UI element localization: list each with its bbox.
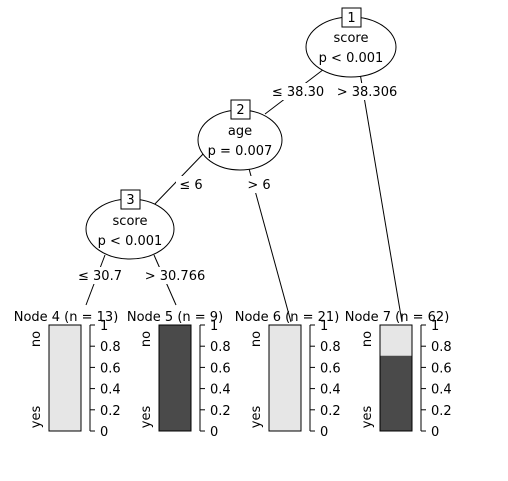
split-label-3-left: ≤ 30.7 — [78, 269, 122, 284]
terminal-node-title: Node 4 (n = 13) — [14, 310, 119, 325]
terminal-nodes: 1 0.8 0.6 0.4 0.2 0 no yes 1 0.8 0.6 0.4 0.2 0 no yes 1 0… — [14, 310, 452, 440]
node-id: 1 — [347, 11, 355, 26]
terminal-node-5: 1 0.8 0.6 0.4 0.2 0 no yes — [139, 319, 231, 440]
node-p-value: p < 0.001 — [319, 51, 384, 66]
split-label-2-left: ≤ 6 — [179, 178, 202, 193]
y-tick-label: 1 — [320, 319, 328, 334]
y-tick-label: 0.8 — [210, 340, 231, 355]
y-tick-label: 0.2 — [210, 404, 231, 419]
y-tick-label: 0.4 — [100, 383, 121, 398]
y-tick-label: 1 — [210, 319, 218, 334]
node-id: 2 — [236, 103, 244, 118]
split-label-2-right: > 6 — [247, 178, 270, 193]
terminal-node-title: Node 7 (n = 62) — [345, 310, 450, 325]
y-tick-label: 0.6 — [210, 361, 231, 376]
category-label-yes: yes — [29, 406, 44, 429]
node-p-value: p = 0.007 — [208, 144, 273, 159]
y-tick-label: 0.6 — [100, 361, 121, 376]
bar-segment-no — [269, 325, 301, 431]
node-variable: age — [228, 124, 252, 139]
split-label-1-left: ≤ 38.30 — [272, 85, 324, 100]
bar-outline — [379, 324, 413, 432]
y-tick-label: 0.2 — [100, 404, 121, 419]
bar-segment-yes — [159, 325, 191, 431]
y-tick-label: 0 — [100, 425, 108, 440]
bar-segment-no — [49, 325, 81, 431]
y-tick-label: 0.6 — [431, 361, 452, 376]
category-label-yes: yes — [139, 406, 154, 429]
inner-node-3: 3 score p < 0.001 — [85, 189, 175, 260]
bar-outline — [158, 324, 192, 432]
edge-1-7 — [358, 66, 403, 323]
node-id-box — [341, 7, 362, 28]
category-label-no: no — [139, 331, 154, 347]
split-label-3-right: > 30.766 — [145, 269, 206, 284]
y-tick-label: 0 — [431, 425, 439, 440]
bar-segment-no — [380, 325, 412, 356]
y-tick-label: 0.2 — [320, 404, 341, 419]
category-label-no: no — [249, 331, 264, 347]
terminal-node-4: 1 0.8 0.6 0.4 0.2 0 no yes — [29, 319, 121, 440]
inner-node-2: 2 age p = 0.007 — [197, 99, 283, 171]
y-tick-label: 0.8 — [431, 340, 452, 355]
bar-segment-yes — [380, 355, 412, 431]
y-tick-label: 0.6 — [320, 361, 341, 376]
category-label-no: no — [29, 331, 44, 347]
node-variable: score — [113, 214, 148, 229]
category-label-no: no — [360, 331, 375, 347]
bar-outline — [268, 324, 302, 432]
y-tick-label: 1 — [100, 319, 108, 334]
node-variable: score — [334, 31, 369, 46]
terminal-node-7: 1 0.8 0.6 0.4 0.2 0 no yes — [360, 319, 452, 440]
inner-node-1: 1 score p < 0.001 — [305, 7, 397, 78]
y-tick-label: 0 — [210, 425, 218, 440]
y-tick-label: 1 — [431, 319, 439, 334]
y-tick-label: 0 — [320, 425, 328, 440]
y-tick-label: 0.4 — [320, 383, 341, 398]
split-label-1-right: > 38.306 — [337, 85, 398, 100]
y-tick-label: 0.8 — [100, 340, 121, 355]
bar-outline — [48, 324, 82, 432]
node-p-value: p < 0.001 — [98, 234, 163, 249]
split-labels: ≤ 38.30 > 38.306 ≤ 6 > 6 ≤ 30.7 > 30.766 — [76, 83, 402, 284]
y-tick-label: 0.2 — [431, 404, 452, 419]
node-id-box — [230, 99, 251, 120]
y-tick-label: 0.4 — [210, 383, 231, 398]
y-tick-label: 0.8 — [320, 340, 341, 355]
node-id: 3 — [126, 193, 134, 208]
terminal-node-6: 1 0.8 0.6 0.4 0.2 0 no yes — [249, 319, 341, 440]
terminal-node-title: Node 5 (n = 9) — [127, 310, 223, 325]
category-label-yes: yes — [360, 406, 375, 429]
category-label-yes: yes — [249, 406, 264, 429]
node-id-box — [120, 189, 141, 210]
y-tick-label: 0.4 — [431, 383, 452, 398]
terminal-node-title: Node 6 (n = 21) — [235, 310, 340, 325]
